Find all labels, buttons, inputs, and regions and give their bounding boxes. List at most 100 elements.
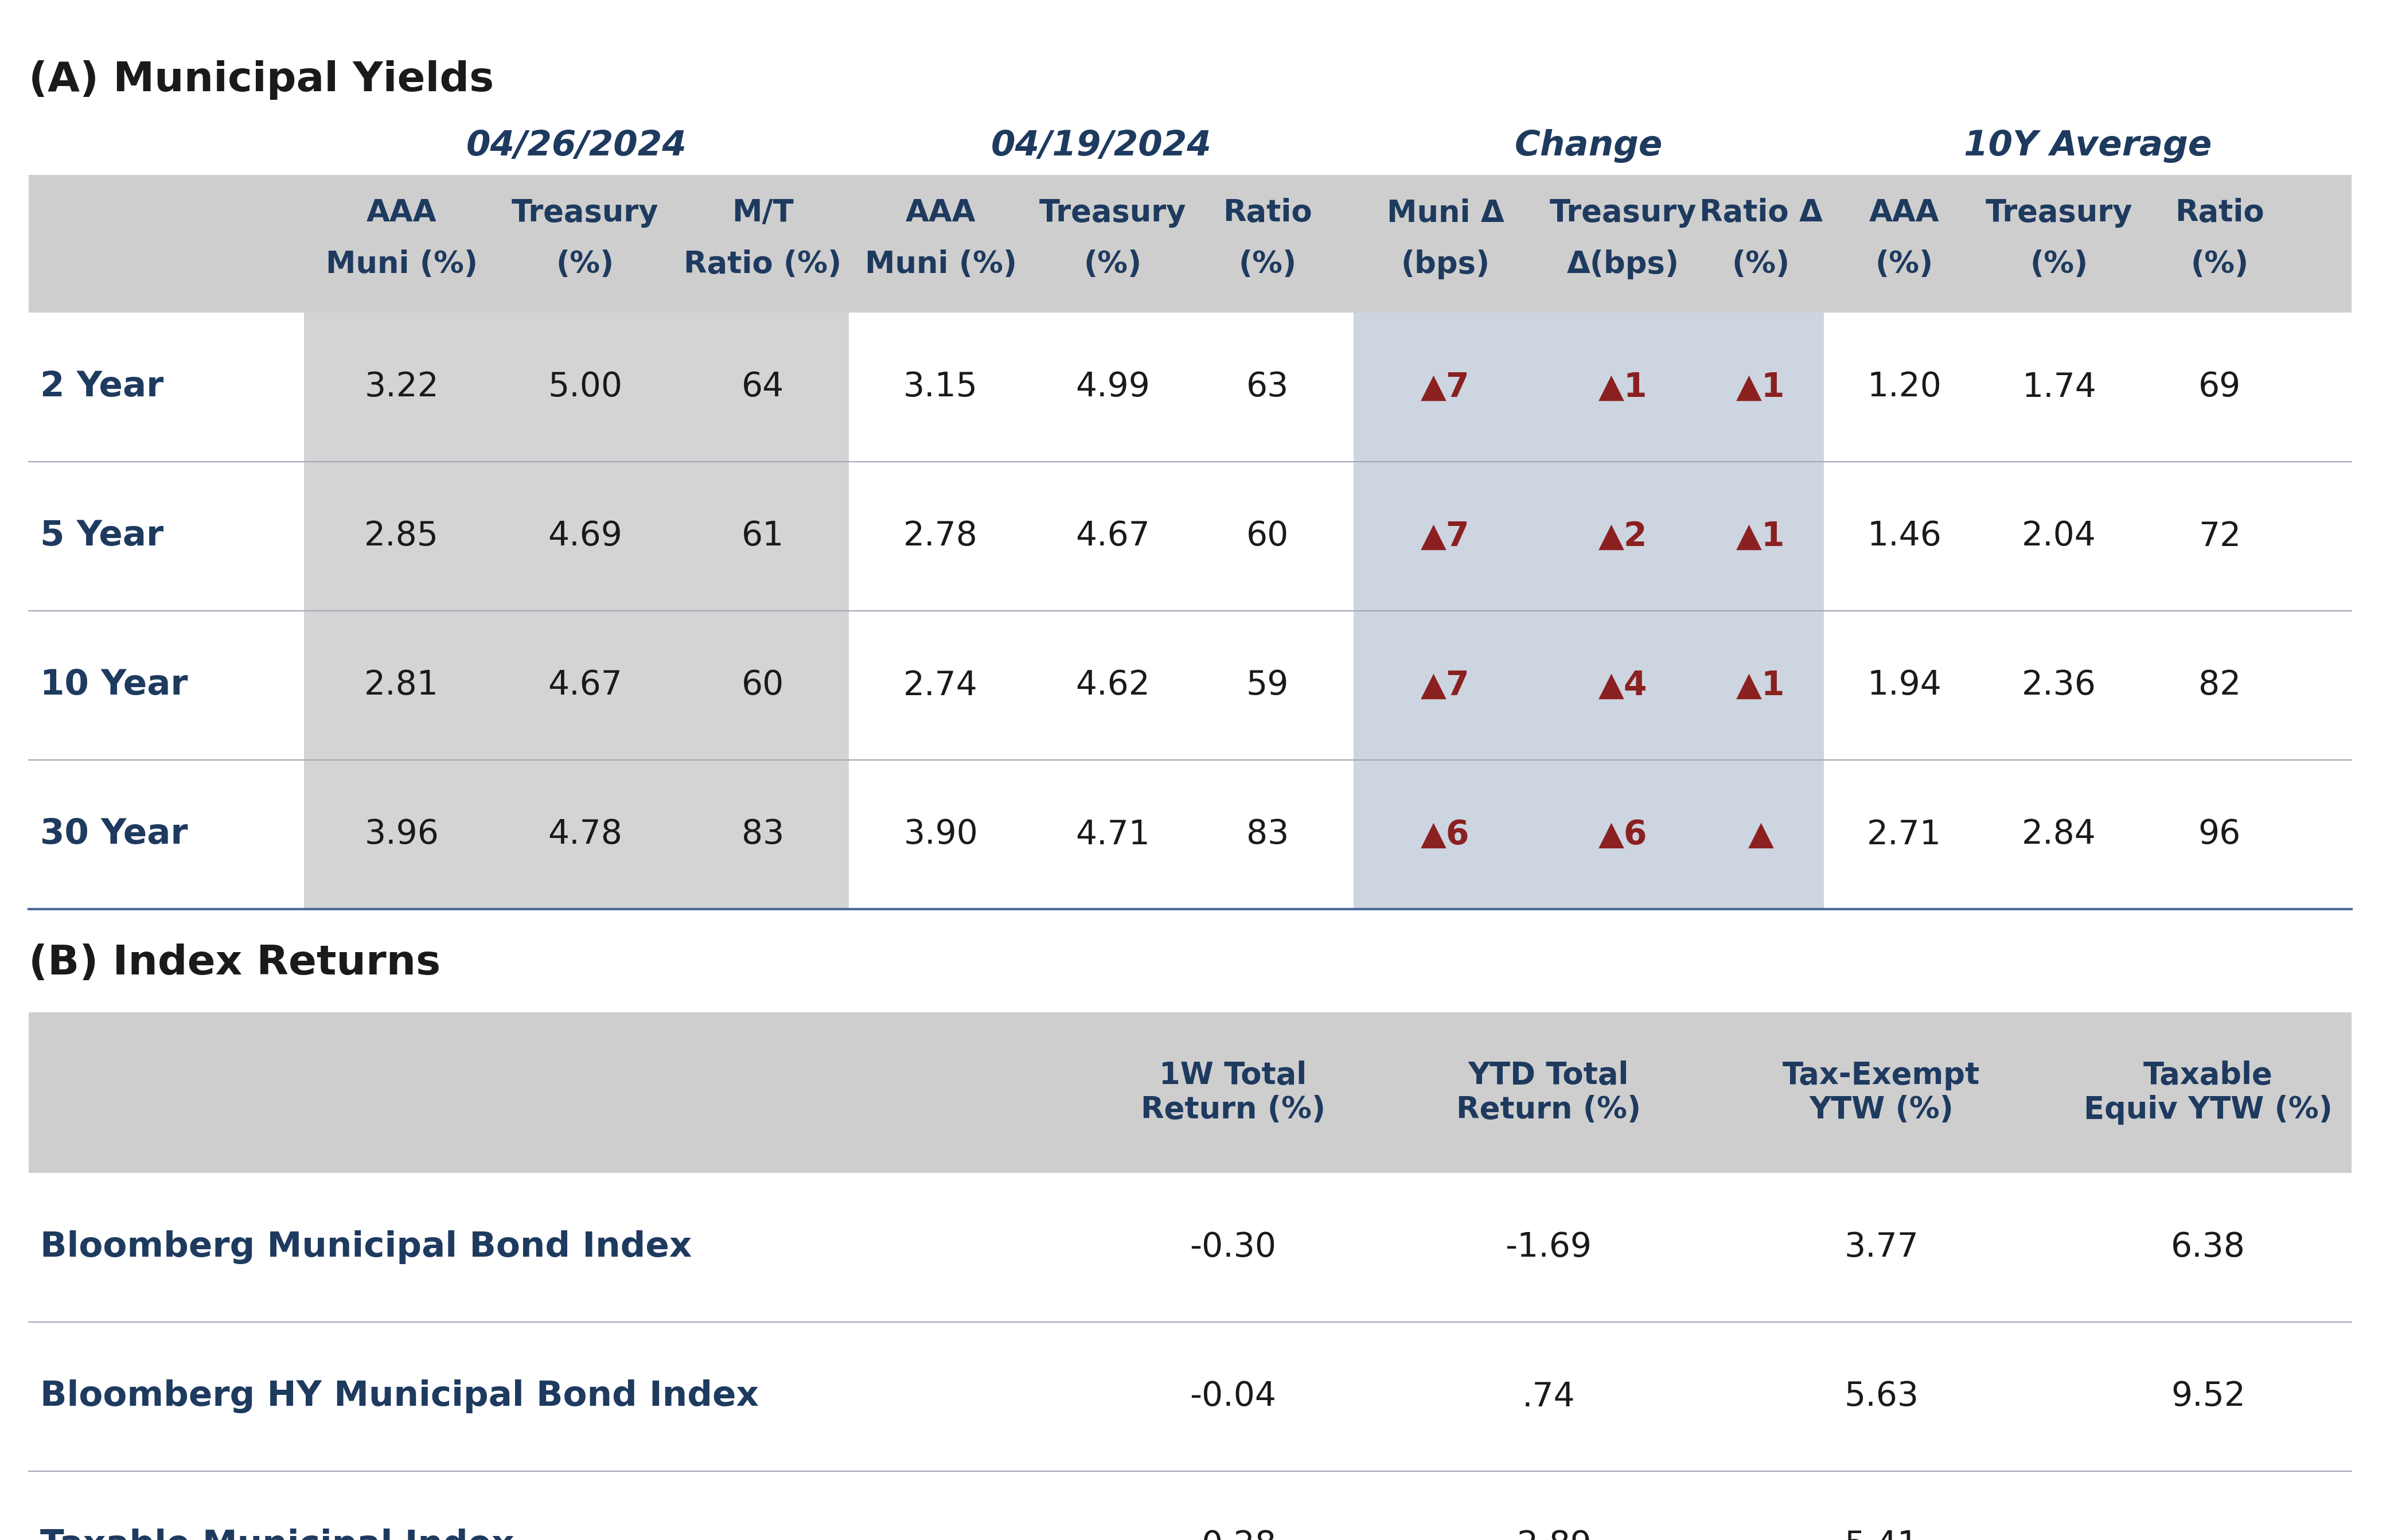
Text: Muni (%): Muni (%) (325, 249, 478, 279)
Text: ▲1: ▲1 (1599, 371, 1647, 403)
Text: ▲6: ▲6 (1420, 818, 1470, 852)
Text: 6.38: 6.38 (2170, 1230, 2247, 1264)
Text: 2.74: 2.74 (903, 668, 978, 702)
Text: ▲2: ▲2 (1599, 521, 1647, 553)
Text: AAA: AAA (366, 197, 437, 228)
Text: (%): (%) (2029, 249, 2089, 279)
Text: AAA: AAA (906, 197, 975, 228)
Text: 4.69: 4.69 (547, 521, 621, 553)
Text: Change: Change (1515, 129, 1663, 163)
Text: -1.69: -1.69 (1506, 1230, 1592, 1264)
Text: 5.00: 5.00 (547, 371, 621, 403)
Text: (%): (%) (1083, 249, 1142, 279)
Text: Ratio: Ratio (2175, 197, 2263, 228)
Bar (848, 611, 1353, 759)
Text: ▲1: ▲1 (1735, 371, 1785, 403)
Bar (1353, 462, 1824, 611)
Text: Bloomberg Municipal Bond Index: Bloomberg Municipal Bond Index (41, 1230, 691, 1264)
Text: 3.77: 3.77 (1845, 1230, 1919, 1264)
Text: 3.90: 3.90 (903, 818, 978, 852)
Text: 2.04: 2.04 (2022, 521, 2096, 553)
Bar (1824, 313, 2352, 462)
Text: 4.71: 4.71 (1076, 818, 1150, 852)
Text: Muni Δ: Muni Δ (1386, 197, 1503, 228)
Text: AAA: AAA (1869, 197, 1938, 228)
Text: 1.20: 1.20 (1867, 371, 1941, 403)
Bar (29, 1173, 2352, 1321)
Text: Ratio: Ratio (1224, 197, 1312, 228)
Text: -0.28: -0.28 (1190, 1529, 1276, 1540)
Text: 2.71: 2.71 (1867, 818, 1941, 852)
Text: 1.94: 1.94 (1867, 668, 1941, 702)
Text: YTD Total
Return (%): YTD Total Return (%) (1456, 1061, 1642, 1124)
Text: 2.81: 2.81 (363, 668, 440, 702)
Text: -2.89: -2.89 (1506, 1529, 1592, 1540)
Text: 64: 64 (741, 371, 784, 403)
Text: .74: .74 (1522, 1380, 1575, 1414)
Text: 69: 69 (2199, 371, 2242, 403)
Bar (304, 462, 848, 611)
Bar (29, 759, 2352, 909)
Text: 10Y Average: 10Y Average (1965, 129, 2211, 163)
Bar (848, 759, 1353, 909)
Text: 2.85: 2.85 (363, 521, 440, 553)
Text: 4.62: 4.62 (1076, 668, 1150, 702)
Text: Taxable
Equiv YTW (%): Taxable Equiv YTW (%) (2084, 1061, 2333, 1124)
Text: (%): (%) (1238, 249, 1295, 279)
Text: 59: 59 (1245, 668, 1288, 702)
Text: 82: 82 (2199, 668, 2242, 702)
Text: 83: 83 (1245, 818, 1288, 852)
Text: ▲: ▲ (1747, 818, 1773, 852)
Bar (29, 1012, 2352, 1173)
Text: (bps): (bps) (1401, 249, 1489, 279)
Bar (1353, 759, 1824, 909)
Text: -0.30: -0.30 (1190, 1230, 1276, 1264)
Text: 2 Year: 2 Year (41, 370, 163, 403)
Bar (29, 1321, 2352, 1471)
Text: 61: 61 (741, 521, 784, 553)
Text: 63: 63 (1245, 371, 1288, 403)
Text: (A) Municipal Yields: (A) Municipal Yields (29, 60, 495, 100)
Text: 4.67: 4.67 (547, 668, 621, 702)
Text: ▲6: ▲6 (1599, 818, 1647, 852)
Bar (29, 1471, 2352, 1540)
Text: Taxable Municipal Index: Taxable Municipal Index (41, 1529, 514, 1540)
Bar (29, 611, 2352, 759)
Text: 2.36: 2.36 (2022, 668, 2096, 702)
Bar (29, 176, 2352, 313)
Text: 5 Year: 5 Year (41, 519, 163, 553)
Text: 72: 72 (2199, 521, 2242, 553)
Text: 2.84: 2.84 (2022, 818, 2096, 852)
Text: (B) Index Returns: (B) Index Returns (29, 944, 440, 983)
Bar (29, 313, 2352, 462)
Text: 04/26/2024: 04/26/2024 (466, 129, 686, 163)
Text: M/T: M/T (731, 197, 793, 228)
Text: ▲7: ▲7 (1420, 521, 1470, 553)
Text: ▲1: ▲1 (1735, 521, 1785, 553)
Text: (%): (%) (2192, 249, 2249, 279)
Text: 60: 60 (1245, 521, 1288, 553)
Text: 10 Year: 10 Year (41, 668, 189, 702)
Bar (304, 313, 848, 462)
Text: 04/19/2024: 04/19/2024 (992, 129, 1212, 163)
Text: 96: 96 (2199, 818, 2242, 852)
Text: 3.96: 3.96 (363, 818, 440, 852)
Text: ▲7: ▲7 (1420, 668, 1470, 702)
Text: 4.78: 4.78 (547, 818, 621, 852)
Bar (1353, 313, 1824, 462)
Text: 1.46: 1.46 (1867, 521, 1941, 553)
Text: ▲7: ▲7 (1420, 371, 1470, 403)
Text: 5.63: 5.63 (1845, 1380, 1919, 1414)
Text: ▲4: ▲4 (1599, 668, 1647, 702)
Text: 9.52: 9.52 (2170, 1380, 2247, 1414)
Bar (848, 462, 1353, 611)
Text: Muni (%): Muni (%) (865, 249, 1016, 279)
Bar (1353, 611, 1824, 759)
Bar (1824, 759, 2352, 909)
Text: -0.04: -0.04 (1190, 1380, 1276, 1414)
Bar (304, 759, 848, 909)
Text: 4.99: 4.99 (1076, 371, 1150, 403)
Text: 60: 60 (741, 668, 784, 702)
Text: Ratio (%): Ratio (%) (684, 249, 841, 279)
Text: 1.74: 1.74 (2022, 371, 2096, 403)
